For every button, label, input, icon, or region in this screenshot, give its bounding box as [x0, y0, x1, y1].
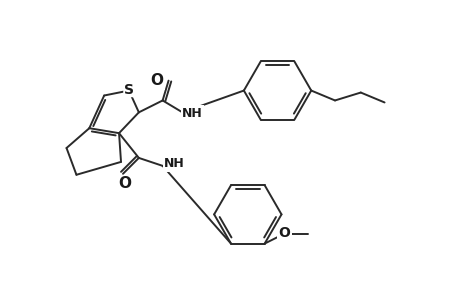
Text: O: O	[118, 176, 131, 191]
Text: NH: NH	[182, 107, 202, 120]
Text: NH: NH	[164, 158, 185, 170]
Text: O: O	[150, 73, 163, 88]
Text: S: S	[123, 82, 134, 97]
Text: O: O	[278, 226, 290, 240]
